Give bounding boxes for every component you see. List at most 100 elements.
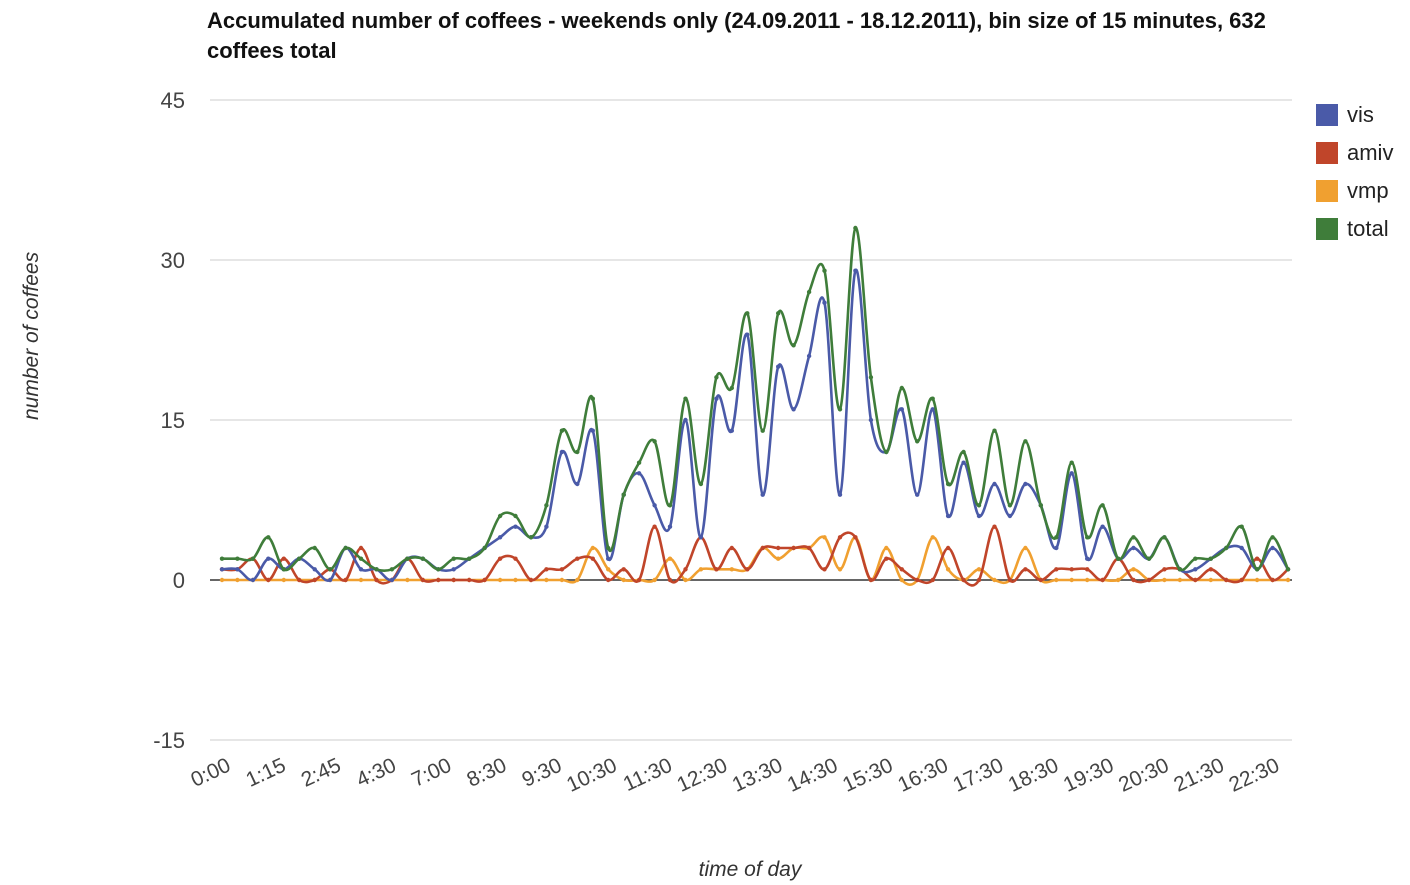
data-point-vmp <box>683 577 688 583</box>
x-tick-label: 9:30 <box>519 754 566 792</box>
data-point-total <box>1162 535 1167 540</box>
data-point-total <box>420 556 425 561</box>
x-tick-label: 16:30 <box>894 754 951 797</box>
data-point-total <box>1100 503 1105 508</box>
data-point-vmp <box>899 577 904 583</box>
data-point-vis <box>837 492 843 497</box>
data-point-total <box>266 535 271 540</box>
data-point-total <box>698 481 704 487</box>
legend-swatch-vis <box>1316 104 1338 126</box>
x-tick-label: 4:30 <box>353 754 400 792</box>
data-point-amiv <box>683 567 688 572</box>
data-point-total <box>606 545 611 551</box>
data-point-amiv <box>714 567 719 572</box>
data-point-vis <box>930 407 935 412</box>
y-tick-label: 30 <box>161 248 185 273</box>
data-point-vmp <box>1285 577 1291 583</box>
y-tick-label: 45 <box>161 88 185 113</box>
data-point-vis <box>992 481 997 487</box>
chart-title: Accumulated number of coffees - weekends… <box>207 8 1266 63</box>
data-point-amiv <box>636 577 642 583</box>
data-point-amiv <box>806 545 812 551</box>
data-point-vmp <box>575 577 580 583</box>
legend: vis amiv vmp total <box>1316 96 1393 248</box>
data-point-total <box>683 396 688 401</box>
data-point-vmp <box>652 577 657 583</box>
data-point-vmp <box>590 545 595 551</box>
data-point-amiv <box>436 577 441 583</box>
data-point-total <box>1131 535 1136 540</box>
legend-swatch-amiv <box>1316 142 1338 164</box>
data-point-vis <box>497 535 503 540</box>
data-point-total <box>327 567 333 572</box>
data-point-vmp <box>1177 577 1183 583</box>
x-tick-label: 0:00 <box>187 754 234 792</box>
x-tick-label: 7:00 <box>408 754 455 792</box>
data-point-amiv <box>420 577 425 583</box>
data-point-amiv <box>1085 567 1090 572</box>
data-point-vis <box>1239 545 1244 551</box>
legend-item-vis: vis <box>1316 96 1393 134</box>
data-point-total <box>1177 567 1183 572</box>
data-point-amiv <box>745 567 750 572</box>
data-point-vis <box>327 577 333 583</box>
data-point-vmp <box>1131 567 1136 572</box>
data-point-amiv <box>729 545 734 551</box>
data-point-amiv <box>837 535 843 540</box>
data-point-vmp <box>513 577 518 583</box>
data-point-total <box>436 567 441 572</box>
data-point-total <box>1270 535 1275 540</box>
data-point-amiv <box>760 545 765 551</box>
data-point-vis <box>667 524 673 529</box>
data-point-total <box>590 396 595 401</box>
data-point-vmp <box>1254 577 1260 583</box>
data-point-amiv <box>281 556 286 561</box>
data-point-amiv <box>667 577 673 583</box>
data-point-vis <box>945 513 951 519</box>
x-tick-label: 2:45 <box>298 754 345 792</box>
data-point-amiv <box>899 567 904 572</box>
x-tick-label: 15:30 <box>839 754 896 797</box>
data-point-amiv <box>791 545 796 551</box>
data-point-vis <box>636 471 642 476</box>
data-point-amiv <box>1146 577 1152 583</box>
data-point-vis <box>1131 545 1136 551</box>
data-point-vis <box>358 567 364 572</box>
data-point-amiv <box>513 556 518 561</box>
x-tick-label: 8:30 <box>463 754 510 792</box>
legend-swatch-vmp <box>1316 180 1338 202</box>
data-point-total <box>930 396 935 401</box>
data-point-vmp <box>1208 577 1214 583</box>
data-point-vmp <box>219 577 225 583</box>
data-point-total <box>1239 524 1244 529</box>
data-point-vmp <box>729 567 734 572</box>
data-point-total <box>497 513 503 519</box>
legend-item-vmp: vmp <box>1316 172 1393 210</box>
data-point-vmp <box>837 567 843 572</box>
data-point-amiv <box>590 556 595 561</box>
x-tick-label: 19:30 <box>1060 754 1117 797</box>
series-amiv <box>219 524 1291 587</box>
data-point-vis <box>791 407 796 412</box>
data-point-amiv <box>374 577 379 583</box>
x-tick-label: 21:30 <box>1170 754 1227 797</box>
x-tick-label: 1:15 <box>243 754 290 792</box>
data-point-total <box>636 460 642 465</box>
data-point-vis <box>590 428 595 433</box>
data-point-amiv <box>776 545 781 551</box>
data-point-total <box>281 567 286 572</box>
data-point-amiv <box>497 556 503 561</box>
data-point-total <box>853 225 858 231</box>
data-point-amiv <box>652 524 657 529</box>
data-point-total <box>729 385 734 391</box>
data-point-total <box>745 311 750 316</box>
data-point-amiv <box>945 545 951 551</box>
data-point-amiv <box>266 577 271 583</box>
legend-label-amiv: amiv <box>1347 140 1394 165</box>
data-point-vis <box>806 353 812 359</box>
data-point-vmp <box>405 577 410 583</box>
data-point-total <box>1254 567 1260 572</box>
x-tick-label: 20:30 <box>1115 754 1172 797</box>
data-point-total <box>343 545 348 551</box>
data-point-vis <box>683 417 688 423</box>
